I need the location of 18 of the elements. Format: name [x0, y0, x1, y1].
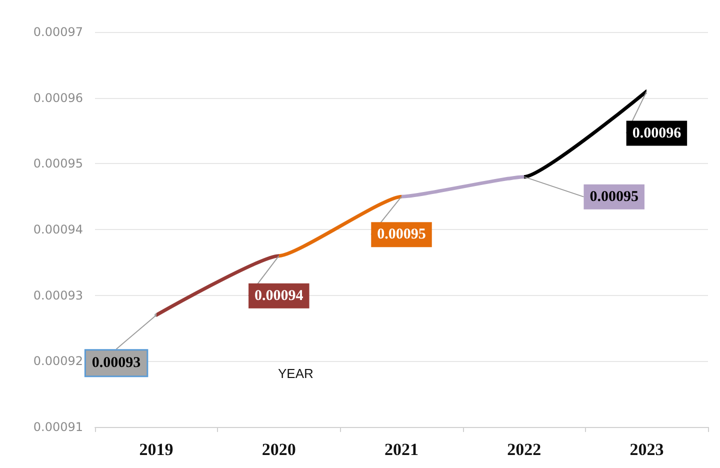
y-tick-label: 0.00095 — [33, 156, 83, 171]
data-label: 0.00093 — [92, 355, 141, 372]
data-label: 0.00095 — [377, 226, 426, 243]
y-tick-label: 0.00094 — [33, 222, 83, 236]
y-tick-label: 0.00092 — [33, 354, 83, 368]
data-label: 0.00095 — [590, 188, 638, 205]
x-tick-label: 2020 — [262, 440, 296, 459]
y-tick-label: 0.00097 — [33, 25, 83, 39]
x-tick-label: 2022 — [507, 440, 542, 459]
x-tick-label: 2019 — [139, 440, 174, 459]
data-label: 0.00094 — [254, 288, 304, 304]
x-tick-label: 2023 — [630, 440, 664, 459]
y-tick-label: 0.00093 — [33, 288, 83, 302]
y-tick-label: 0.00096 — [33, 90, 83, 105]
x-axis-title: YEAR — [278, 366, 314, 381]
y-tick-label: 0.00091 — [33, 420, 83, 434]
data-label: 0.00096 — [632, 125, 682, 142]
x-tick-label: 2021 — [384, 440, 418, 459]
